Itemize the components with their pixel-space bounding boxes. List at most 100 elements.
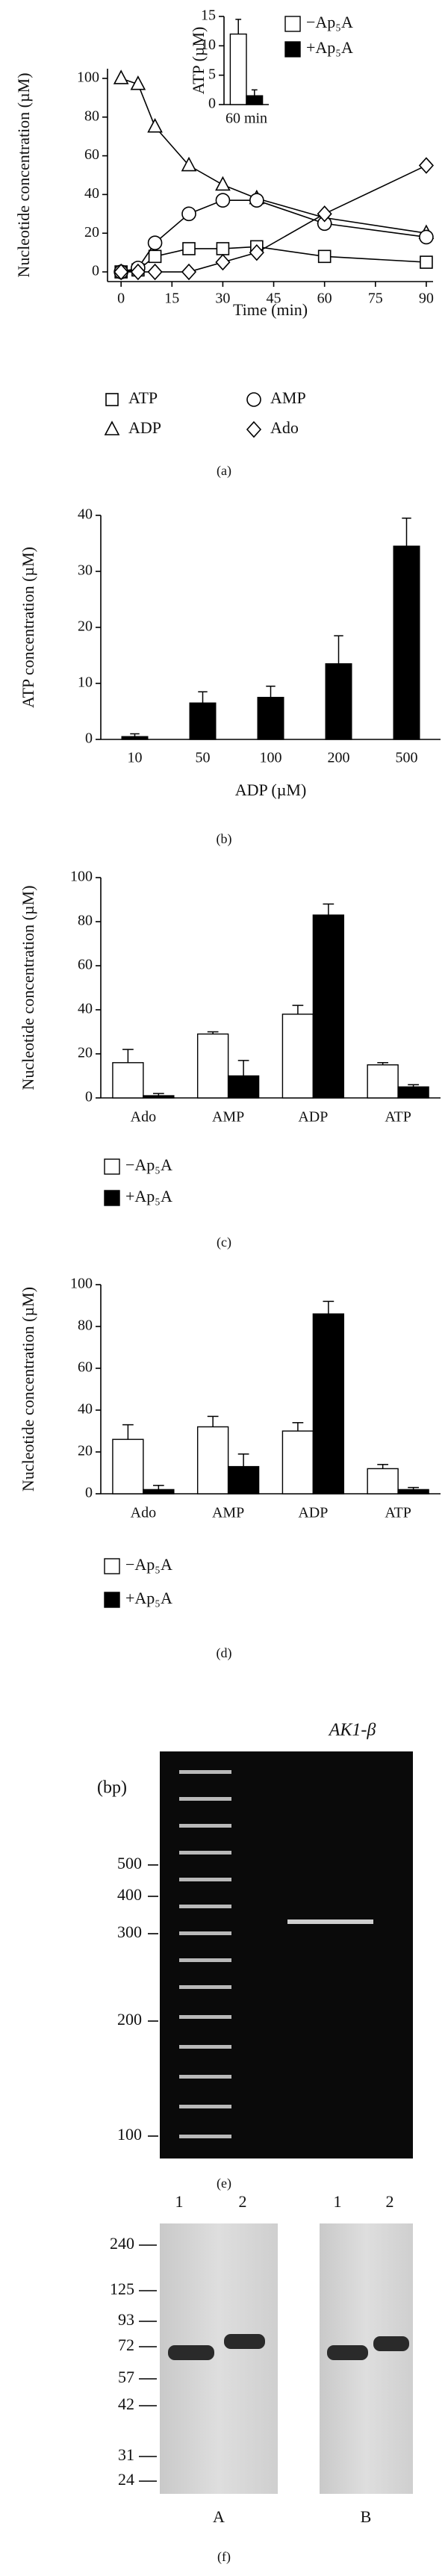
blot-panel-label: B	[361, 2507, 372, 2526]
blot-band	[224, 2334, 265, 2349]
ladder-label: 500	[117, 1854, 142, 1872]
bar	[112, 1438, 144, 1495]
bar	[325, 663, 352, 740]
y-tick-label: 100	[77, 69, 99, 86]
marker	[249, 243, 264, 261]
panel-caption: (e)	[217, 2176, 231, 2191]
y-tick-label: 40	[78, 1401, 93, 1418]
marker	[130, 263, 146, 281]
bar	[229, 33, 247, 105]
series-line	[120, 78, 427, 235]
y-tick-label: 40	[78, 506, 93, 523]
bar	[312, 914, 345, 1099]
x-tick-label: 90	[419, 291, 434, 307]
bar	[189, 702, 217, 740]
bar	[246, 95, 264, 105]
bar	[112, 1062, 144, 1099]
legend-swatch	[104, 1190, 120, 1206]
ladder-band	[179, 2015, 231, 2019]
ladder-label: 400	[117, 1885, 142, 1904]
lane-label: 2	[239, 2192, 247, 2211]
y-tick-label: 80	[84, 108, 99, 124]
marker	[420, 255, 433, 269]
y-tick-label: 60	[78, 1359, 93, 1376]
x-tick-label: 10	[128, 750, 143, 766]
bar	[143, 1489, 175, 1495]
y-tick-label: 10	[201, 37, 216, 53]
ladder-band	[179, 1905, 231, 1908]
legend-label: +Ap₅A	[125, 1589, 172, 1607]
legend-swatch	[284, 41, 301, 58]
x-tick-label: ADP	[298, 1505, 328, 1521]
y-tick-label: 5	[208, 66, 216, 82]
marker-label: 57	[118, 2368, 134, 2386]
panel-caption: (f)	[217, 2549, 231, 2565]
lane-label: 2	[386, 2192, 394, 2211]
y-axis-label: Nucleotide concentration (µM)	[19, 1287, 37, 1492]
marker-label: 31	[118, 2445, 134, 2464]
x-tick-label: AMP	[212, 1109, 244, 1126]
gel-image	[160, 1751, 413, 2158]
blot-band	[327, 2345, 368, 2360]
legend-swatch	[104, 1558, 120, 1574]
y-axis-label: ATP (µM)	[189, 27, 208, 95]
series-line	[121, 246, 426, 273]
y-tick-label: 0	[85, 730, 93, 747]
ladder-band	[179, 1931, 231, 1935]
x-tick-label: 200	[328, 750, 350, 766]
y-tick-label: 30	[78, 562, 93, 579]
y-tick-label: 100	[70, 869, 93, 885]
marker	[148, 249, 162, 264]
marker-label: 42	[118, 2395, 134, 2413]
y-axis-label: ATP concentration (µM)	[19, 547, 37, 708]
marker	[419, 229, 434, 245]
gel-lane-label: AK1-β	[328, 1721, 376, 1740]
y-tick-label: 20	[78, 1443, 93, 1459]
bar	[281, 1014, 314, 1099]
y-tick-label: 40	[78, 1001, 93, 1017]
x-tick-label: 30	[215, 291, 230, 307]
marker	[147, 118, 163, 133]
series-line	[121, 164, 427, 273]
marker	[317, 249, 332, 264]
marker	[181, 206, 196, 222]
bar	[227, 1465, 260, 1495]
marker-label: 24	[118, 2470, 134, 2489]
ladder-band	[179, 1824, 231, 1828]
blot-band	[168, 2345, 214, 2360]
y-tick-label: 80	[78, 1318, 93, 1334]
legend-swatch	[104, 1592, 120, 1608]
y-tick-label: 0	[85, 1089, 93, 1105]
ladder-label: 100	[117, 2125, 142, 2144]
ladder-band	[179, 2045, 231, 2049]
bar	[257, 697, 284, 740]
y-tick-label: 0	[85, 1485, 93, 1501]
bar	[367, 1064, 399, 1099]
x-axis-label: ADP (µM)	[235, 780, 307, 799]
x-tick-label: 15	[164, 291, 179, 307]
x-tick-label: 60	[317, 291, 332, 307]
x-tick-label: 60 min	[225, 111, 267, 127]
x-tick-label: 45	[267, 291, 281, 307]
y-tick-label: 20	[78, 618, 93, 635]
y-tick-label: 0	[208, 96, 216, 112]
x-tick-label: Ado	[131, 1505, 156, 1521]
marker	[182, 242, 196, 255]
legend-label: −Ap₅A	[125, 1555, 172, 1574]
y-tick-label: 20	[84, 224, 99, 240]
y-tick-label: 20	[78, 1045, 93, 1061]
marker	[216, 242, 230, 255]
legend-swatch	[104, 1158, 120, 1175]
marker	[104, 420, 120, 435]
bar	[393, 545, 420, 740]
y-tick-label: 80	[78, 913, 93, 929]
marker	[246, 392, 261, 407]
bar	[397, 1489, 429, 1495]
ladder-band	[179, 2135, 231, 2138]
ladder-band	[179, 2105, 231, 2108]
y-axis-label: Nucleotide concentration (µM)	[19, 885, 37, 1090]
blot-band	[373, 2336, 409, 2351]
legend-swatch	[284, 16, 301, 32]
lane-label: 1	[175, 2192, 184, 2211]
